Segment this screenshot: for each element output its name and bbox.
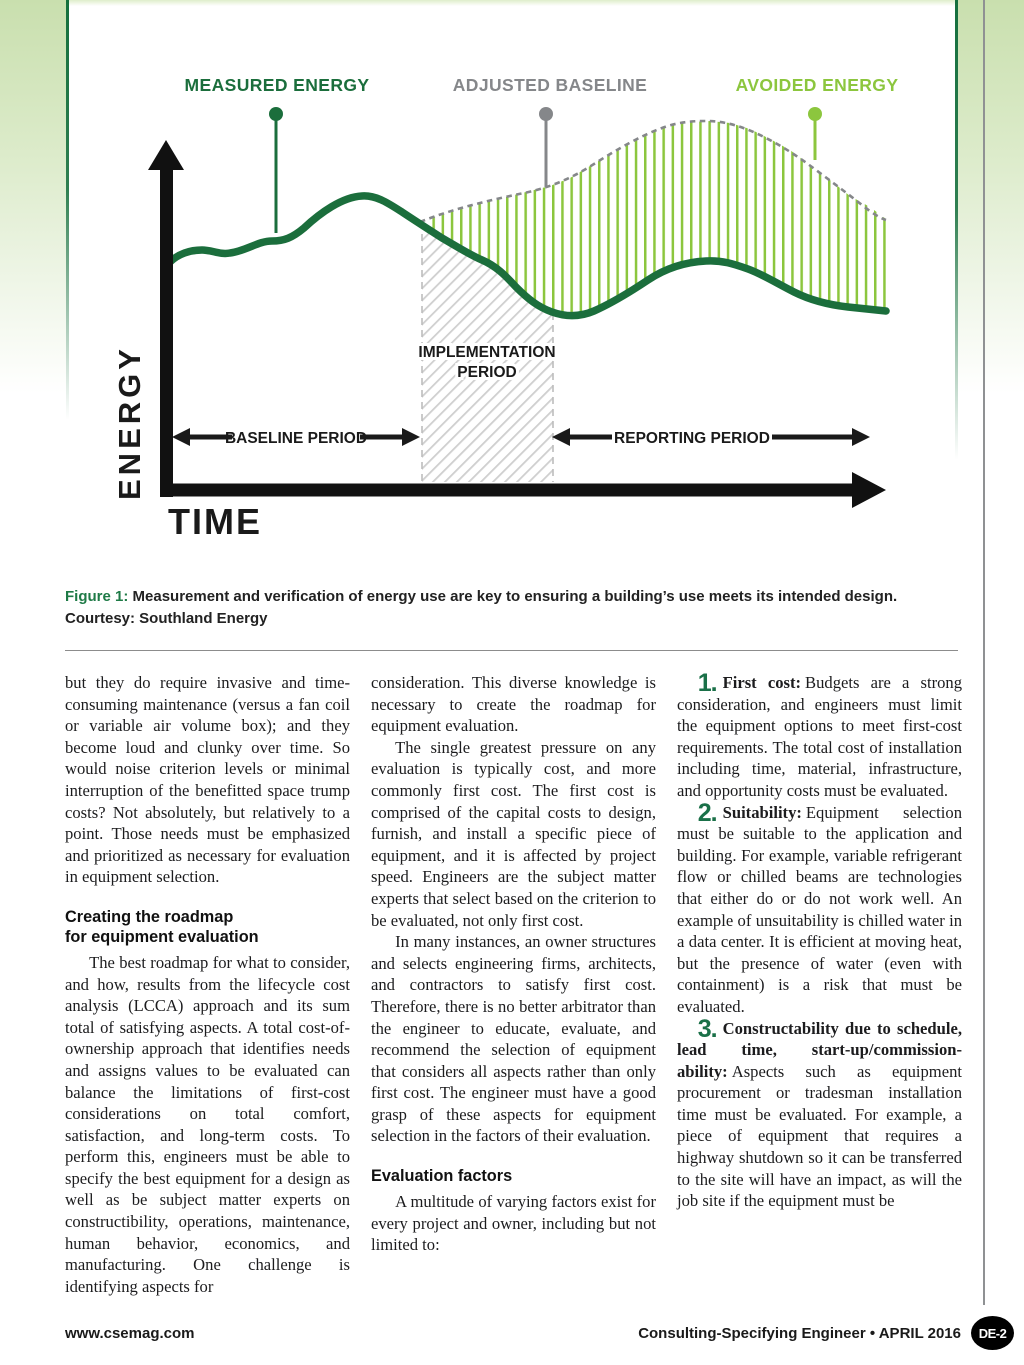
- paragraph: A multitude of varying factors exist for…: [371, 1192, 656, 1255]
- figure-top-tint: [69, 0, 955, 6]
- article-column-2: consideration. This diverse knowledge is…: [371, 672, 656, 1297]
- heading-line: Creating the roadmap: [65, 907, 234, 926]
- footer-publication-issue: Consulting-Specifying Engineer • APRIL 2…: [638, 1324, 961, 1342]
- y-axis-arrowhead: [148, 140, 184, 170]
- measured-energy-pin: [269, 107, 283, 233]
- footer-right-group: Consulting-Specifying Engineer • APRIL 2…: [638, 1316, 1014, 1350]
- article-column-1: but they do require invasive and time-co…: [65, 672, 350, 1297]
- footer-website-link[interactable]: www.csemag.com: [65, 1324, 195, 1342]
- figure-right-border: [955, 0, 958, 460]
- paragraph: but they do require invasive and time-co…: [65, 673, 350, 887]
- numbered-item-2: 2. Suitability: Equipment selection must b…: [677, 798, 962, 1018]
- adjusted-baseline-label: ADJUSTED BASELINE: [453, 75, 647, 95]
- right-gradient-margin: [958, 0, 1024, 480]
- item-label: First cost:: [722, 673, 802, 692]
- avoided-energy-pin: [808, 107, 822, 160]
- page-edge-line: [983, 0, 985, 1305]
- heading-line: for equipment evaluation: [65, 927, 259, 946]
- paragraph: consideration. This diverse knowledge is…: [371, 673, 656, 736]
- left-gradient-margin: [0, 0, 66, 480]
- page-number-badge: DE-2: [971, 1316, 1014, 1350]
- article-body: but they do require invasive and time-co…: [65, 669, 962, 1297]
- adjusted-baseline-pin: [539, 107, 553, 187]
- measured-energy-curve: [166, 192, 890, 320]
- paragraph: In many instances, an owner structures a…: [371, 932, 656, 1146]
- avoided-energy-label: AVOIDED ENERGY: [736, 75, 899, 95]
- item-number: 3.: [697, 1014, 718, 1043]
- x-axis-arrowhead: [852, 472, 886, 508]
- measured-energy-label: MEASURED ENERGY: [185, 75, 370, 95]
- baseline-left-arrowhead: [172, 428, 190, 446]
- x-axis: [160, 483, 854, 497]
- article-column-3: 1. First cost: Budgets are a strong consid…: [677, 669, 962, 1297]
- adjusted-baseline-curve: [419, 119, 887, 224]
- baseline-right-arrowhead: [402, 428, 420, 446]
- reporting-left-arrowhead: [552, 428, 570, 446]
- avoided-energy-region: [430, 121, 886, 316]
- item-text: Equipment selection must be suitable to …: [677, 802, 962, 1016]
- item-label: Suitability:: [722, 802, 802, 822]
- item-text: Budgets are a strong consideration, and …: [677, 673, 962, 800]
- reporting-right-arrowhead: [852, 428, 870, 446]
- y-axis: [160, 166, 173, 497]
- implementation-period-region: [422, 222, 553, 482]
- energy-figure: MEASURED ENERGY ADJUSTED BASELINE AVOIDE…: [112, 75, 899, 542]
- item-number: 2.: [697, 798, 718, 827]
- item-number: 1.: [697, 669, 718, 697]
- paragraph: The single greatest pressure on any eval…: [371, 737, 656, 930]
- item-label: Constructability due to schedule, lead t…: [677, 1018, 962, 1081]
- caption-text: Measurement and verification of energy u…: [132, 588, 898, 605]
- reporting-period-label: REPORTING PERIOD: [614, 430, 770, 447]
- x-axis-title: TIME: [168, 501, 262, 542]
- section-heading-roadmap: Creating the roadmap for equipment evalu…: [65, 907, 350, 947]
- numbered-item-3: 3. Constructability due to schedule, lead…: [677, 1014, 962, 1212]
- implementation-period-label-line1: IMPLEMENTATION: [418, 344, 555, 361]
- implementation-period-label-line2: PERIOD: [457, 364, 516, 381]
- numbered-item-1: 1. First cost: Budgets are a strong consid…: [677, 669, 962, 802]
- page-footer: www.csemag.com Consulting-Specifying Eng…: [65, 1316, 1014, 1350]
- y-axis-title: ENERGY: [112, 345, 147, 500]
- caption-divider: [65, 650, 958, 651]
- caption-courtesy: Courtesy: Southland Energy: [65, 610, 268, 627]
- figure-number-label: Figure 1:: [65, 588, 129, 605]
- caption-line1: Figure 1: Measurement and verification o…: [65, 586, 958, 608]
- figure-caption: Figure 1: Measurement and verification o…: [65, 586, 958, 630]
- section-heading-evaluation-factors: Evaluation factors: [371, 1167, 513, 1186]
- paragraph: The best roadmap for what to consider, a…: [65, 952, 350, 1296]
- baseline-period-label: BASELINE PERIOD: [225, 430, 367, 447]
- item-text: Aspects such as equipment procurement or…: [677, 1061, 962, 1211]
